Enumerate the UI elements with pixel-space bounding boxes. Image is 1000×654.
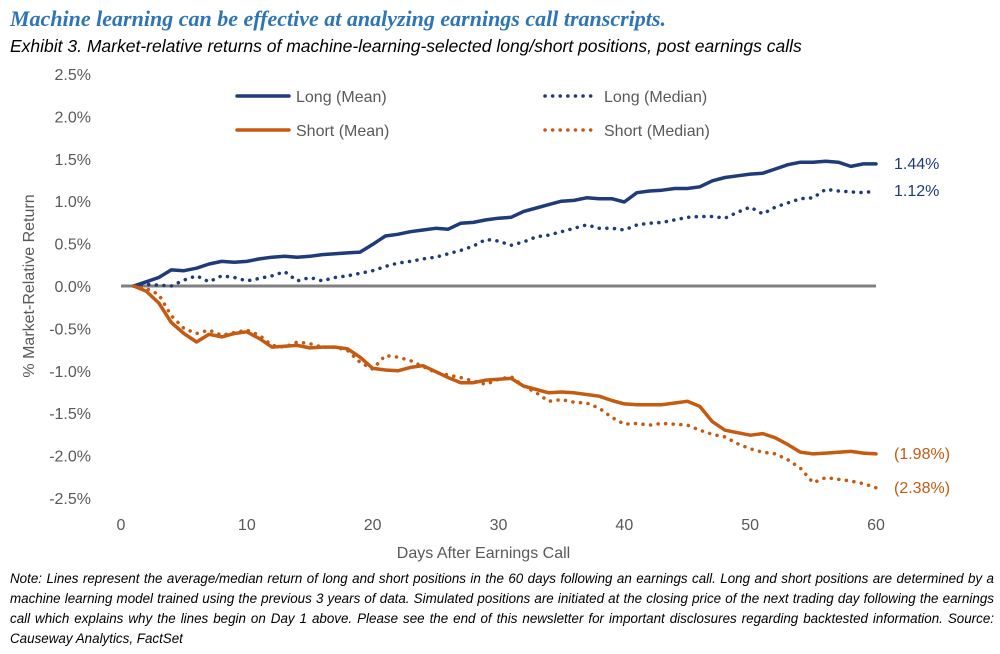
footnote: Note: Lines represent the average/median…	[10, 571, 994, 646]
y-tick-label: 1.5%	[55, 152, 91, 169]
legend-label: Long (Mean)	[296, 89, 387, 106]
exhibit-title: Exhibit 3. Market-relative returns of ma…	[10, 36, 802, 56]
legend-label: Short (Mean)	[296, 123, 389, 140]
legend: Long (Mean) Long (Median) Short (Mean) Shor…	[235, 89, 710, 140]
y-tick-label: 0.0%	[55, 279, 91, 296]
series-line-short-mean	[131, 284, 878, 456]
series-end-label: 1.12%	[894, 183, 939, 200]
x-tick-label: 30	[490, 517, 508, 534]
y-tick-label: -0.5%	[49, 321, 91, 338]
x-axis-title: Days After Earnings Call	[397, 545, 570, 562]
legend-label: Long (Median)	[604, 89, 707, 106]
x-tick-label: 50	[741, 517, 759, 534]
x-tick-label: 0	[117, 517, 126, 534]
series-end-label: (2.38%)	[894, 480, 950, 497]
y-axis-ticks: 2.5% 2.0% 1.5% 1.0% 0.5% 0.0% -0.5% -1.0% -1.5% -…	[49, 67, 91, 508]
end-labels: 1.44% 1.12% (1.98%) (2.38%)	[894, 156, 950, 497]
legend-label: Short (Median)	[604, 123, 710, 140]
x-tick-label: 60	[867, 517, 885, 534]
y-tick-label: 1.0%	[55, 194, 91, 211]
y-tick-label: -1.5%	[49, 406, 91, 423]
y-tick-label: 2.0%	[55, 109, 91, 126]
series-line-long-median	[131, 187, 878, 288]
series-end-label: 1.44%	[894, 156, 939, 173]
y-tick-label: -1.0%	[49, 364, 91, 381]
series-line-short-median	[131, 284, 878, 490]
y-axis-title: % Market-Relative Return	[21, 194, 38, 377]
y-tick-label: -2.5%	[49, 491, 91, 508]
series-line-long-mean	[131, 159, 878, 288]
y-tick-label: 0.5%	[55, 237, 91, 254]
y-tick-label: -2.0%	[49, 449, 91, 466]
headline: Machine learning can be effective at ana…	[10, 6, 666, 31]
series-end-label: (1.98%)	[894, 446, 950, 463]
y-tick-label: 2.5%	[55, 67, 91, 84]
returns-line-chart: 2.5% 2.0% 1.5% 1.0% 0.5% 0.0% -0.5% -1.0% -1.5% -…	[21, 67, 950, 562]
series-lines	[131, 159, 878, 490]
x-tick-label: 40	[615, 517, 633, 534]
x-axis-ticks: 0 10 20 30 40 50 60	[117, 517, 885, 534]
x-tick-label: 10	[238, 517, 256, 534]
x-tick-label: 20	[364, 517, 382, 534]
